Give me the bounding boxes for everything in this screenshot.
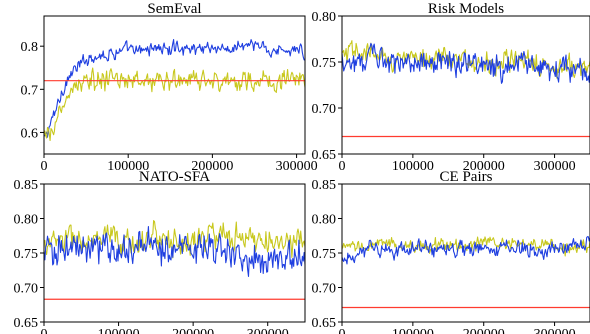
- panel-1: SemEval 0 100000 200000 300000 0.6 0.7 0.8: [21, 1, 318, 174]
- series-group: [44, 39, 305, 142]
- y-tick-label: 0.7: [21, 83, 39, 98]
- series-line-blue: [342, 42, 590, 84]
- x-tick-label: 100000: [392, 159, 434, 174]
- panel-title: Risk Models: [428, 1, 504, 17]
- y-tick-label: 0.75: [14, 247, 39, 262]
- y-tick-label: 0.85: [312, 178, 337, 193]
- x-tick-label: 200000: [172, 327, 214, 334]
- y-tick-label: 0.70: [312, 282, 337, 297]
- y-tick-label: 0.6: [21, 126, 39, 141]
- plot-frame: [341, 183, 590, 323]
- plot-frame: [43, 183, 306, 323]
- x-tick-label: 0: [339, 159, 346, 174]
- panel-title: CE Pairs: [440, 169, 493, 185]
- x-tick-label: 100000: [98, 327, 140, 334]
- y-tick-label: 0.80: [14, 213, 39, 228]
- series-group: [342, 236, 590, 265]
- x-tick-label: 300000: [534, 327, 576, 334]
- x-tick-label: 300000: [534, 159, 576, 174]
- y-tick-label: 0.65: [14, 316, 39, 331]
- x-tick-label: 300000: [276, 159, 318, 174]
- x-tick-label: 100000: [392, 327, 434, 334]
- y-tick-label: 0.75: [312, 247, 337, 262]
- y-tick-label: 0.80: [312, 10, 337, 25]
- series-line-yellow: [44, 67, 305, 142]
- y-tick-label: 0.80: [312, 213, 337, 228]
- series-group: [44, 220, 305, 277]
- x-tick-label: 0: [339, 327, 346, 334]
- y-tick-label: 0.70: [312, 102, 337, 117]
- x-tick-label: 0: [41, 159, 48, 174]
- y-tick-label: 0.75: [312, 56, 337, 71]
- panel-4: CE Pairs 0 100000 200000 300000 0.65 0.70 0.75 0…: [312, 169, 590, 334]
- x-tick-label: 0: [41, 327, 48, 334]
- series-line-blue: [44, 226, 305, 277]
- panel-2: Risk Models 0 100000 200000 300000 0.65 0.70 0.…: [312, 1, 590, 174]
- y-tick-label: 0.70: [14, 282, 39, 297]
- y-tick-label: 0.85: [14, 178, 39, 193]
- y-tick-label: 0.65: [312, 148, 337, 163]
- series-line-blue: [44, 39, 305, 138]
- panel-3: NATO-SFA 0 100000 200000 300000 0.65 0.70 0.75 0…: [14, 169, 306, 334]
- x-tick-label: 300000: [247, 327, 289, 334]
- panel-title: NATO-SFA: [139, 169, 210, 185]
- panel-title: SemEval: [147, 1, 201, 17]
- x-tick-label: 200000: [191, 159, 233, 174]
- series-group: [342, 40, 590, 84]
- plot-frame: [341, 15, 590, 155]
- series-line-blue: [342, 236, 590, 265]
- y-tick-label: 0.8: [21, 40, 39, 55]
- x-tick-label: 200000: [463, 159, 505, 174]
- x-tick-label: 200000: [463, 327, 505, 334]
- y-tick-label: 0.65: [312, 316, 337, 331]
- series-line-yellow: [342, 236, 590, 257]
- plot-frame: [43, 15, 306, 155]
- x-tick-label: 100000: [107, 159, 149, 174]
